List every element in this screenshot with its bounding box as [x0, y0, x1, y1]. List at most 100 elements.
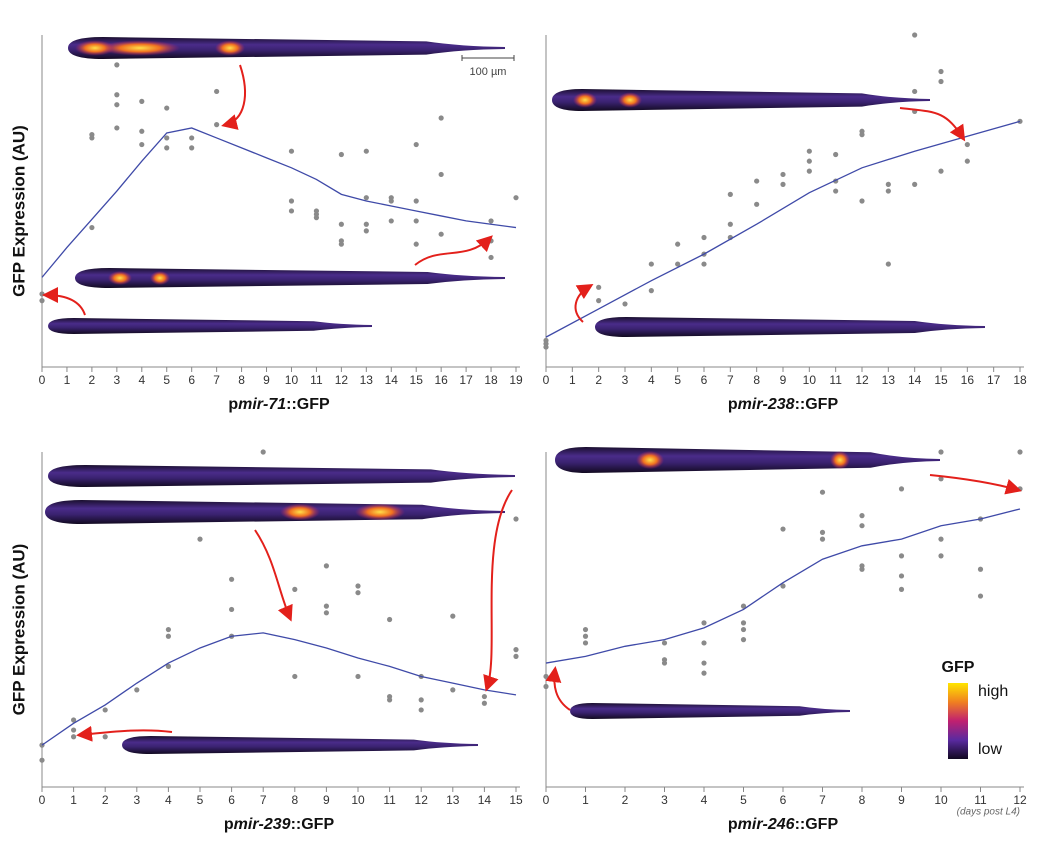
x-tick-label: 18: [484, 373, 498, 387]
data-point: [139, 141, 145, 148]
x-axis-label: pmir-238::GFP: [728, 396, 839, 413]
data-point: [229, 606, 235, 613]
data-point: [938, 553, 944, 559]
x-tick-label: 11: [829, 373, 842, 387]
x-tick-label: 11: [383, 793, 396, 807]
x-tick-label: 14: [385, 373, 399, 387]
data-point: [806, 168, 812, 174]
worm-image: [48, 465, 515, 487]
x-tick-label: 17: [987, 373, 1001, 387]
data-point: [648, 261, 654, 267]
x-axis-label: pmir-246::GFP: [728, 816, 839, 833]
data-point: [819, 529, 826, 536]
data-point: [388, 198, 394, 204]
x-tick-label: 0: [39, 793, 46, 807]
data-point: [114, 92, 120, 98]
data-point: [363, 148, 369, 154]
trend-line: [545, 120, 1021, 338]
arrow: [76, 725, 173, 742]
data-point: [288, 208, 295, 214]
x-axis-label: pmir-71::GFP: [228, 396, 330, 413]
data-point: [229, 576, 235, 582]
data-point: [488, 254, 494, 261]
data-point: [859, 198, 865, 204]
data-point: [102, 707, 108, 713]
data-point: [488, 218, 494, 224]
data-point: [675, 241, 681, 247]
x-tick-label: 11: [974, 793, 987, 807]
x-tick-label: 18: [1013, 373, 1027, 387]
data-point: [165, 626, 171, 633]
data-point: [780, 171, 786, 178]
data-point: [898, 573, 905, 579]
data-point: [214, 122, 220, 128]
data-point: [164, 105, 170, 111]
data-point: [71, 727, 77, 733]
data-point: [898, 586, 905, 592]
data-point: [582, 633, 589, 639]
data-point: [323, 603, 329, 609]
data-point: [596, 298, 602, 304]
x-tick-label: 13: [446, 793, 460, 807]
colorbar: [948, 683, 968, 759]
x-axis-label-part: mir-246: [738, 816, 795, 833]
arrow: [221, 64, 246, 130]
x-tick-label: 12: [415, 793, 429, 807]
arrow: [929, 474, 1022, 495]
scale-bar: [461, 55, 515, 61]
data-point: [859, 566, 865, 572]
worm-signal: [636, 450, 664, 470]
x-tick-label: 11: [310, 373, 323, 387]
x-tick-label: 0: [543, 373, 550, 387]
data-point: [912, 88, 918, 95]
data-point: [71, 717, 77, 723]
x-tick-label: 4: [648, 373, 655, 387]
data-point: [701, 660, 707, 666]
x-tick-label: 6: [188, 373, 195, 387]
x-tick-label: 2: [102, 793, 109, 807]
x-tick-label: 15: [934, 373, 948, 387]
arrow: [254, 529, 293, 622]
x-tick-label: 14: [908, 373, 922, 387]
x-tick-label: 3: [133, 793, 140, 807]
data-point: [114, 62, 120, 68]
data-point: [622, 301, 628, 307]
arrow: [574, 283, 594, 323]
x-tick-label: 19: [509, 373, 523, 387]
x-tick-label: 1: [569, 373, 576, 387]
data-point: [39, 298, 45, 304]
data-point: [363, 195, 369, 201]
data-point: [481, 700, 487, 706]
data-point: [387, 616, 393, 623]
x-tick-label: 17: [459, 373, 473, 387]
data-point: [543, 683, 549, 690]
data-point: [71, 734, 77, 740]
data-point: [1017, 486, 1023, 492]
data-point: [885, 181, 891, 187]
data-point: [450, 687, 456, 693]
data-point: [582, 626, 589, 633]
data-point: [938, 536, 944, 542]
worm-image: [570, 703, 850, 719]
x-tick-label: 4: [138, 373, 145, 387]
data-point: [727, 221, 733, 227]
x-tick-label: 3: [113, 373, 120, 387]
arrows: [42, 64, 1022, 742]
x-axis-label-part: mir-238: [738, 396, 795, 413]
x-axis-label-part: mir-71: [238, 396, 286, 413]
worm-signal: [573, 92, 597, 108]
x-tick-label: 1: [582, 793, 589, 807]
x-tick-label: 7: [213, 373, 220, 387]
data-point: [363, 228, 369, 234]
scale-bar-label: 100 µm: [470, 66, 507, 78]
worm-image: [75, 268, 505, 288]
data-point: [134, 687, 140, 693]
x-tick-label: 0: [39, 373, 46, 387]
x-tick-label: 2: [595, 373, 602, 387]
data-point: [740, 626, 747, 633]
x-tick-label: 2: [89, 373, 96, 387]
x-tick-label: 9: [898, 793, 905, 807]
data-point: [323, 610, 329, 616]
data-point: [977, 593, 984, 599]
